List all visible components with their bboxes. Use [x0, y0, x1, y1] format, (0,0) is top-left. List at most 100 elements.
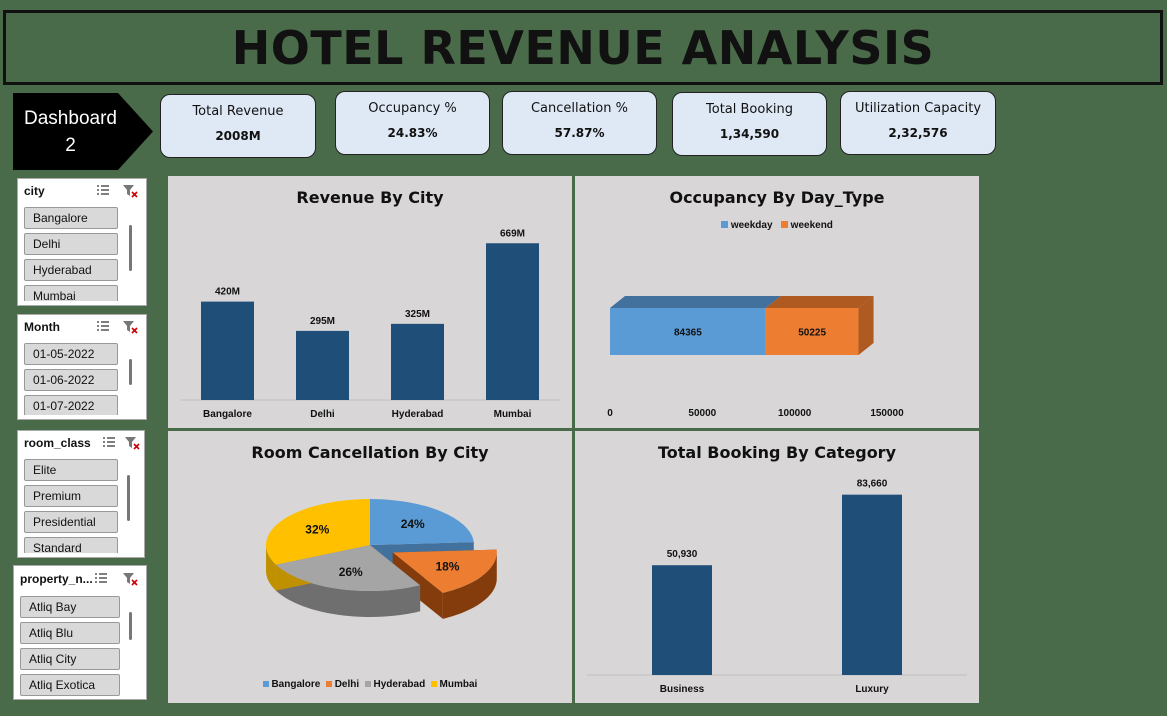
- legend-label: Bangalore: [271, 679, 321, 690]
- slicer-title: city: [24, 184, 45, 198]
- pie-slice-side: [442, 551, 497, 619]
- chart-title: Total Booking By Category: [658, 443, 896, 462]
- slicer-scrollbar[interactable]: [127, 475, 130, 521]
- slicer-item[interactable]: 01-07-2022: [24, 395, 118, 415]
- data-label: 24%: [401, 517, 425, 531]
- chart-title: Room Cancellation By City: [251, 443, 489, 462]
- slicer-scrollbar[interactable]: [129, 225, 132, 271]
- bar: [842, 494, 902, 675]
- dashboard-tag-line1: Dashboard: [24, 107, 117, 129]
- slicer-item[interactable]: Delhi: [24, 233, 118, 255]
- slicer-title: room_class: [24, 436, 91, 450]
- slicer-header: Month: [18, 315, 146, 339]
- slicer-item[interactable]: Elite: [24, 459, 118, 481]
- chart-revenue-by-city: Revenue By City 420M Bangalore 295M Delhi 32…: [168, 176, 572, 428]
- multi-select-icon[interactable]: [94, 572, 108, 584]
- slicer-item[interactable]: Atliq City: [20, 648, 120, 670]
- x-tick-label: 150000: [870, 408, 904, 419]
- pie-slice-side: [266, 543, 276, 591]
- legend-swatch: [364, 681, 371, 687]
- legend-swatch: [325, 681, 332, 687]
- dashboard-tag-line2: 2: [65, 134, 76, 156]
- legend-swatch-weekday: [721, 221, 729, 228]
- legend-label-weekend: weekend: [790, 220, 833, 231]
- x-tick-label: Business: [660, 684, 705, 695]
- title-bar: HOTEL REVENUE ANALYSIS: [3, 10, 1163, 85]
- x-tick-label: Mumbai: [494, 409, 532, 420]
- slicer-item[interactable]: Atliq Exotica: [20, 674, 120, 696]
- bar: [391, 323, 444, 400]
- slicer-scrollbar[interactable]: [129, 359, 132, 385]
- chart-plot: 24% 18% 26% 32%: [168, 431, 572, 703]
- slicer-item[interactable]: Bangalore: [24, 207, 118, 229]
- chart-total-booking-by-category: Total Booking By Category 50,930 Business…: [575, 431, 979, 703]
- kpi-card-utilization: Utilization Capacity 2,32,576: [840, 91, 996, 155]
- bar: [652, 565, 712, 675]
- data-label: 50225: [798, 328, 826, 339]
- dashboard-tag: Dashboard 2: [13, 93, 153, 170]
- data-label: 32%: [305, 523, 329, 537]
- clear-filter-icon[interactable]: [122, 320, 138, 334]
- bar-side-face: [858, 296, 874, 355]
- x-tick-label: Delhi: [310, 409, 335, 420]
- slicer-month: Month 01-05-2022 01-06-2022 01-07-2022: [17, 314, 147, 420]
- kpi-value: 57.87%: [554, 126, 605, 140]
- chart-legend: weekday weekend: [575, 220, 979, 231]
- chart-room-cancellation-by-city: Room Cancellation By City 24% 18% 26% 32% B…: [168, 431, 572, 703]
- x-tick-label: 0: [607, 408, 613, 419]
- legend-label: Mumbai: [439, 679, 478, 690]
- clear-filter-icon[interactable]: [124, 436, 140, 450]
- slicer-item[interactable]: Standard: [24, 537, 118, 553]
- slicer-header: room_class: [18, 431, 144, 455]
- slicer-items: 01-05-2022 01-06-2022 01-07-2022: [18, 339, 146, 415]
- slicer-items: Atliq Bay Atliq Blu Atliq City Atliq Exo…: [14, 592, 146, 696]
- x-tick-label: Hyderabad: [392, 409, 444, 420]
- x-tick-label: Luxury: [855, 684, 889, 695]
- slicer-item[interactable]: Premium: [24, 485, 118, 507]
- kpi-value: 1,34,590: [719, 127, 780, 141]
- slicer-header: city: [18, 179, 146, 203]
- kpi-card-occupancy: Occupancy % 24.83%: [335, 91, 490, 155]
- kpi-card-total-revenue: Total Revenue 2008M: [160, 94, 316, 158]
- data-label: 50,930: [667, 549, 698, 560]
- slicer-scrollbar[interactable]: [129, 612, 132, 640]
- slicer-item[interactable]: Hyderabad: [24, 259, 118, 281]
- slicer-item[interactable]: 01-06-2022: [24, 369, 118, 391]
- slicer-header: property_n...: [14, 566, 146, 592]
- x-tick-label: 100000: [778, 408, 812, 419]
- slicer-item[interactable]: Mumbai: [24, 285, 118, 301]
- legend-label: Delhi: [334, 679, 360, 690]
- bar-top-face: [765, 296, 874, 308]
- x-tick-label: Bangalore: [203, 409, 252, 420]
- data-label: 325M: [405, 309, 430, 320]
- bar-segment: [610, 308, 766, 355]
- kpi-label: Cancellation %: [530, 101, 628, 116]
- pie-slice: [392, 549, 497, 593]
- pie-slice: [370, 499, 474, 545]
- slicer-item[interactable]: Presidential: [24, 511, 118, 533]
- chart-plot: 50,930 Business 83,660 Luxury: [575, 431, 979, 703]
- data-label: 18%: [435, 559, 459, 573]
- multi-select-icon[interactable]: [96, 320, 110, 332]
- slicer-item[interactable]: Atliq Blu: [20, 622, 120, 644]
- pie-slice-side: [275, 564, 421, 617]
- slicer-city: city Bangalore Delhi Hyderabad Mumbai: [17, 178, 147, 306]
- bar: [296, 330, 349, 400]
- kpi-value: 2008M: [215, 129, 261, 143]
- slicer-item[interactable]: 01-05-2022: [24, 343, 118, 365]
- legend-swatch: [430, 681, 437, 687]
- multi-select-icon[interactable]: [102, 436, 116, 448]
- bar-top-face: [610, 296, 781, 308]
- data-label: 26%: [339, 565, 363, 579]
- data-label: 83,660: [857, 479, 888, 490]
- data-label: 295M: [310, 316, 335, 327]
- chart-title: Occupancy By Day_Type: [669, 188, 885, 207]
- pie-slice: [275, 545, 421, 591]
- clear-filter-icon[interactable]: [122, 572, 138, 586]
- slicer-item[interactable]: Atliq Bay: [20, 596, 120, 618]
- legend-label: Hyderabad: [373, 679, 426, 690]
- kpi-card-total-booking: Total Booking 1,34,590: [672, 92, 827, 156]
- data-label: 420M: [215, 287, 240, 298]
- clear-filter-icon[interactable]: [122, 184, 138, 198]
- multi-select-icon[interactable]: [96, 184, 110, 196]
